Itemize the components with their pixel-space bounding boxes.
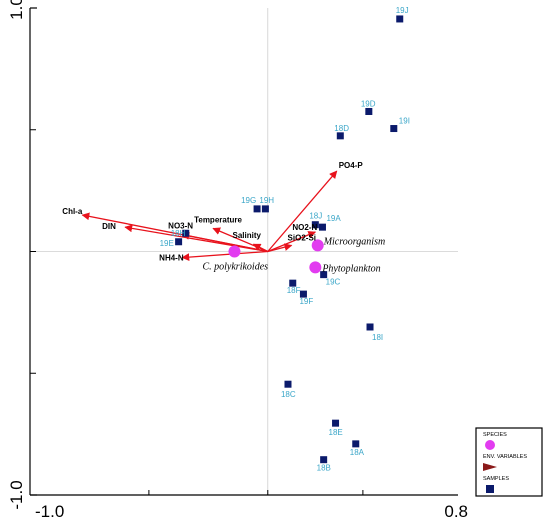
sample-point-18f xyxy=(289,279,297,287)
species-label-microorganism: Microorganism xyxy=(323,236,385,247)
legend-label-env-variables: ENV. VARIABLES xyxy=(483,454,527,460)
legend-label-samples: SAMPLES xyxy=(483,476,509,482)
species-point-c-polykrikoides xyxy=(228,245,241,258)
env-label-chl-a: Chl-a xyxy=(62,207,83,216)
sample-point-18b xyxy=(320,456,328,464)
env-label-sio2-si: SiO2-Si xyxy=(288,233,316,242)
legend: SPECIES ENV. VARIABLES SAMPLES xyxy=(475,427,543,497)
sample-point-19c xyxy=(320,271,328,279)
species-point-phytoplankton xyxy=(309,261,322,274)
sample-label-19e: 19E xyxy=(160,239,174,248)
sample-label-19f: 19F xyxy=(299,297,313,306)
sample-label-18f: 18F xyxy=(287,286,301,295)
env-arrow-nh4-n xyxy=(181,250,268,261)
env-arrow-sio2-si xyxy=(267,243,293,253)
sample-point-18a xyxy=(352,440,360,448)
samples-layer xyxy=(175,15,404,464)
sample-label-19i: 19I xyxy=(399,117,410,126)
legend-env-marker xyxy=(483,463,497,471)
env-arrows-layer xyxy=(81,170,338,261)
env-arrow-po4-p xyxy=(267,170,338,252)
species-layer xyxy=(228,239,324,274)
env-label-no2-n: NO2-N xyxy=(292,223,317,232)
sample-label-19d: 19D xyxy=(361,99,376,108)
sample-point-18e xyxy=(332,419,340,427)
sample-point-19h xyxy=(261,205,269,213)
species-point-microorganism xyxy=(311,239,324,252)
sample-point-18h xyxy=(182,229,190,237)
legend-label-species: SPECIES xyxy=(483,432,507,438)
sample-label-18a: 18A xyxy=(350,448,365,457)
sample-point-18i xyxy=(366,323,374,331)
species-label-phytoplankton: Phytoplankton xyxy=(321,263,380,274)
sample-label-18e: 18E xyxy=(329,428,343,437)
sample-point-19j xyxy=(396,15,404,23)
env-label-po4-p: PO4-P xyxy=(339,161,364,170)
sample-point-19g xyxy=(253,205,261,213)
sample-label-19g: 19G xyxy=(241,196,256,205)
species-label-c-polykrikoides: C. polykrikoides xyxy=(202,262,268,273)
legend-samples-marker xyxy=(486,485,494,493)
sample-label-18c: 18C xyxy=(281,390,296,399)
env-label-salinity: Salinity xyxy=(233,231,262,240)
legend-species-marker xyxy=(485,440,495,450)
sample-label-19h: 19H xyxy=(259,196,274,205)
sample-label-18b: 18B xyxy=(317,464,331,473)
env-arrow-no2-n xyxy=(267,231,317,253)
sample-label-19c: 19C xyxy=(326,278,341,287)
legend-box xyxy=(475,427,543,497)
env-label-temperature: Temperature xyxy=(194,215,242,224)
sample-label-18j: 18J xyxy=(309,212,322,221)
sample-point-19f xyxy=(299,290,307,298)
y-tick-label: 1.0 xyxy=(7,0,26,20)
sample-point-18d xyxy=(336,132,344,140)
x-tick-label: -1.0 xyxy=(35,502,64,521)
env-label-nh4-n: NH4-N xyxy=(159,254,184,263)
axes-layer: 1.0 -1.0 -1.0 0.8 xyxy=(7,0,468,521)
env-label-no3-n: NO3-N xyxy=(168,221,193,230)
sample-label-19a: 19A xyxy=(326,214,341,223)
env-label-din: DIN xyxy=(102,222,116,231)
sample-point-18c xyxy=(284,380,292,388)
sample-point-19a xyxy=(318,223,326,231)
sample-label-18d: 18D xyxy=(334,124,349,133)
sample-label-18i: 18I xyxy=(372,333,383,342)
sample-point-19i xyxy=(390,125,398,133)
sample-label-18h: 18H xyxy=(171,229,186,238)
sample-point-18j xyxy=(311,221,319,229)
x-tick-label: 0.8 xyxy=(444,502,468,521)
env-arrow-din xyxy=(124,224,268,253)
sample-point-19d xyxy=(365,107,373,115)
sample-label-19j: 19J xyxy=(396,6,409,15)
env-arrow-salinity xyxy=(252,243,269,253)
sample-point-19e xyxy=(175,238,183,246)
y-tick-label: -1.0 xyxy=(7,480,26,509)
